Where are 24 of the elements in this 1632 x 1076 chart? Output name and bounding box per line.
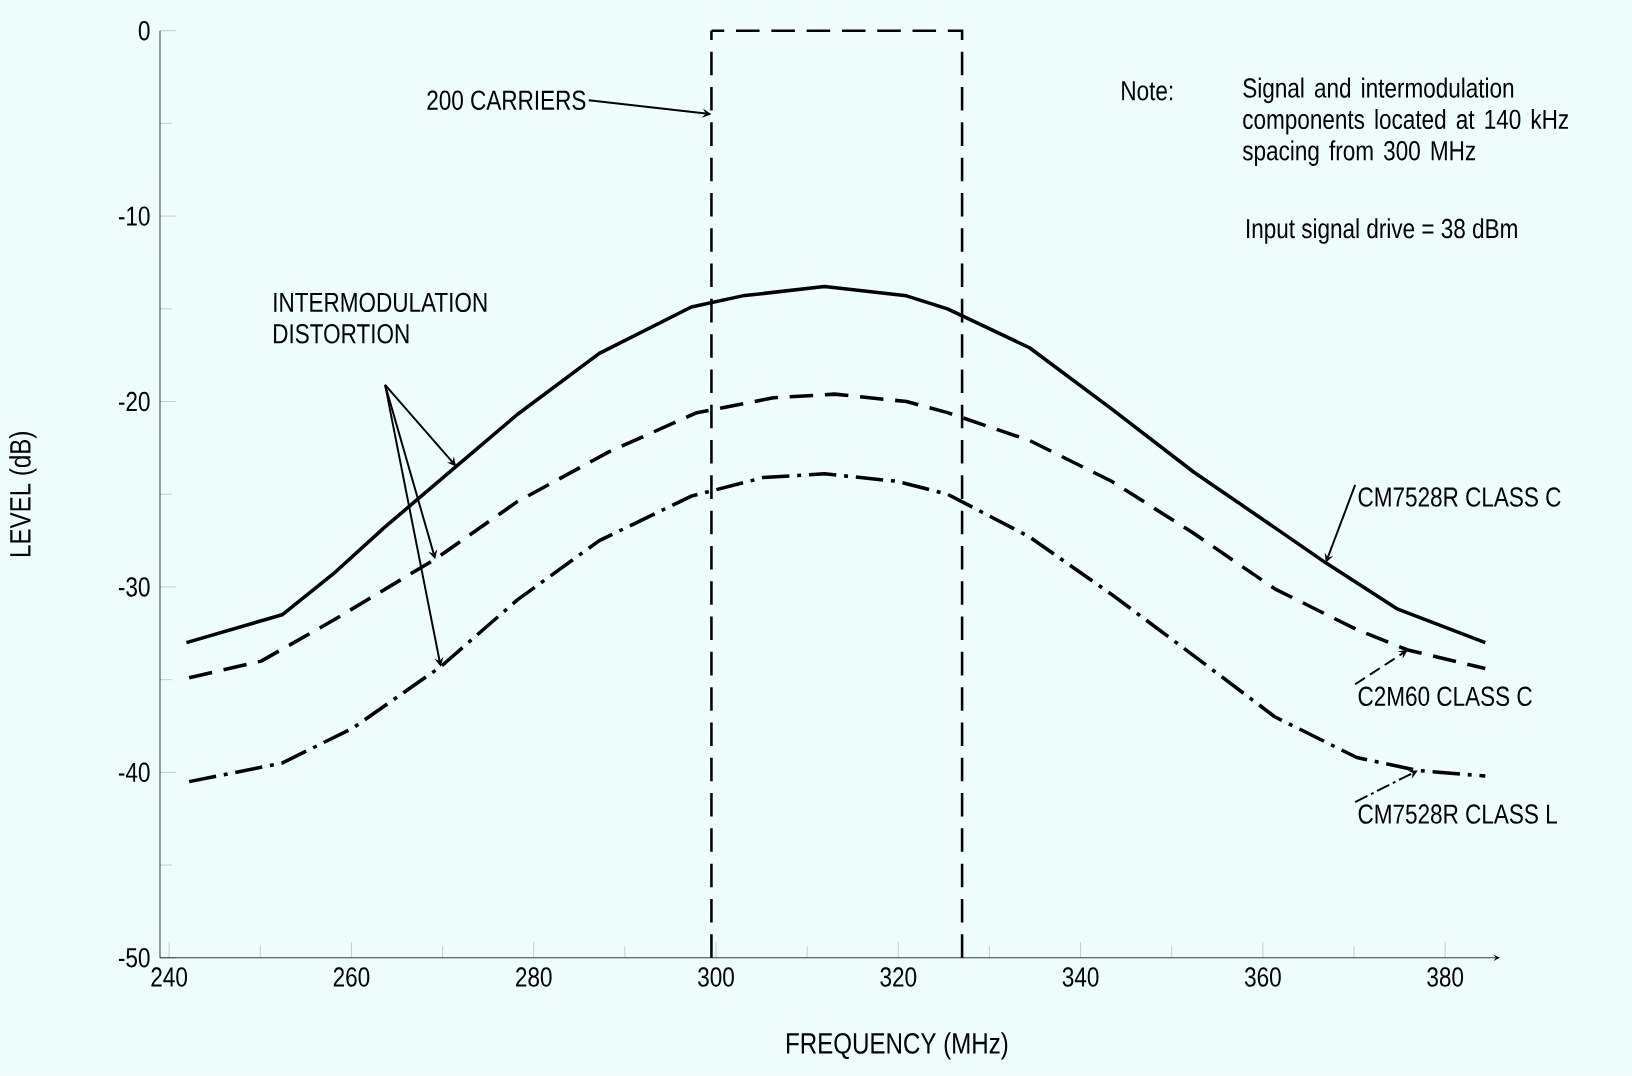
y-tick-label: -20 xyxy=(118,392,150,412)
x-tick-label: 340 xyxy=(1062,967,1099,987)
x-tick-label: 280 xyxy=(516,967,552,987)
text: CM7528R CLASS C xyxy=(1358,487,1561,507)
x-tick-label: 300 xyxy=(698,967,734,987)
annotation: Input signal drive = 38 dBm xyxy=(1247,218,1517,244)
y-tick-label: -10 xyxy=(118,206,150,227)
ref-line-label: 200 CARRIERS xyxy=(427,90,586,111)
x-tick-label: 240 xyxy=(151,967,188,987)
x-tick-label: 380 xyxy=(1427,967,1464,987)
legend-label: CM7528R CLASS L xyxy=(1358,804,1557,825)
legend-label: C2M60 CLASS C xyxy=(1358,686,1532,707)
y-tick-label: 0 xyxy=(138,21,150,41)
y-tick-label: -30 xyxy=(118,577,150,597)
x-axis-title: FREQUENCY (MHz) xyxy=(787,1032,1008,1060)
x-tick-label: 360 xyxy=(1244,967,1281,987)
annotation: Signal and intermodulation components located at 140 kHz spacing from 300 MHz xyxy=(1242,77,1569,167)
y-tick-label: -50 xyxy=(118,948,150,968)
x-tick-label: 260 xyxy=(333,967,370,987)
y-axis-title: LEVEL (dB) xyxy=(9,432,37,557)
x-tick-label: 320 xyxy=(880,967,917,987)
annotation: INTERMODULATION DISTORTION xyxy=(274,292,487,344)
annotation: Note: xyxy=(1122,81,1173,101)
y-tick-label: -40 xyxy=(118,762,150,783)
